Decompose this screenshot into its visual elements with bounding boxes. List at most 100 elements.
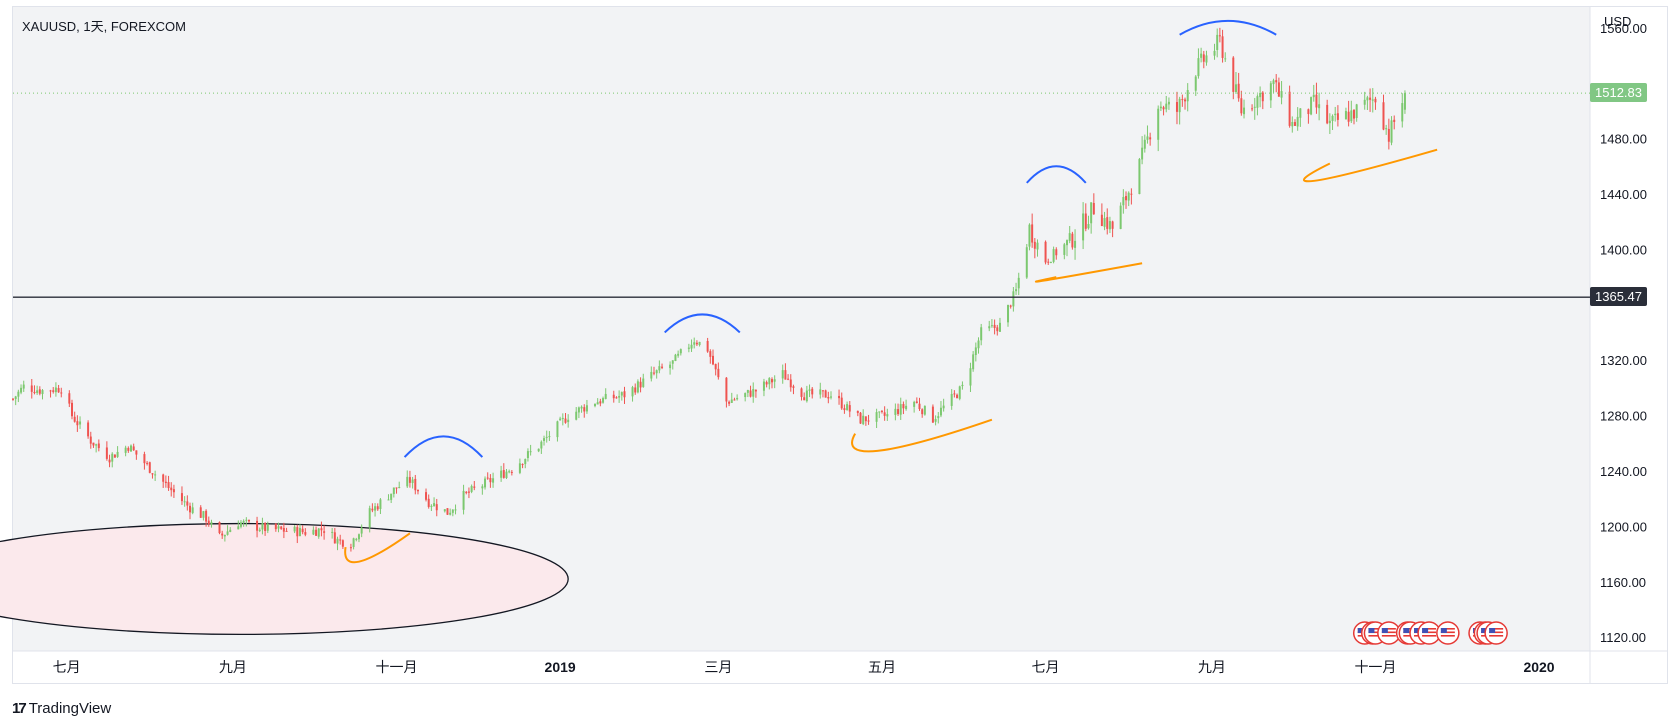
candle	[1122, 196, 1125, 206]
candle	[1307, 109, 1310, 115]
candle	[336, 538, 339, 544]
candle	[618, 395, 621, 398]
candle	[934, 419, 937, 422]
candle	[293, 526, 296, 532]
hline-price-tag[interactable]: 1365.47	[1590, 287, 1647, 307]
candle	[1127, 192, 1130, 201]
candle	[510, 471, 513, 473]
candle	[915, 401, 918, 404]
candle	[524, 459, 527, 465]
candle	[473, 486, 476, 488]
candle	[111, 453, 114, 462]
candle	[631, 387, 634, 397]
candle	[1181, 99, 1184, 101]
candle	[1138, 159, 1141, 195]
candle	[73, 416, 76, 422]
candle	[518, 463, 521, 473]
candle	[1334, 113, 1337, 116]
candle	[274, 523, 277, 530]
candle	[1310, 97, 1313, 115]
candle	[484, 478, 487, 488]
candle	[1393, 119, 1396, 122]
candle	[567, 419, 570, 423]
candle	[36, 390, 39, 393]
candle	[151, 473, 154, 475]
candle	[341, 540, 344, 547]
candle	[416, 489, 419, 492]
candle	[1277, 82, 1280, 97]
candle	[752, 389, 755, 397]
candle	[172, 489, 175, 493]
candle	[505, 471, 508, 478]
candle	[980, 327, 983, 341]
candle	[706, 340, 709, 352]
candle	[1100, 214, 1103, 227]
candle	[97, 443, 100, 449]
candle	[1366, 97, 1369, 101]
candle	[433, 503, 436, 507]
us-flag-icon[interactable]	[1377, 621, 1401, 645]
candle	[1205, 55, 1208, 63]
candle	[620, 392, 623, 396]
candle	[296, 527, 299, 537]
candle	[575, 411, 578, 420]
candle	[1141, 147, 1144, 160]
candle	[392, 487, 395, 495]
candle	[89, 436, 92, 444]
flag-stripe	[1489, 631, 1504, 634]
candle	[30, 385, 33, 392]
candle	[977, 340, 980, 349]
flag-canton	[1381, 628, 1388, 633]
x-tick-label: 七月	[1032, 659, 1060, 675]
us-flag-icon[interactable]	[1417, 621, 1441, 645]
candle	[226, 531, 229, 535]
symbol-title: XAUUSD, 1天, FOREXCOM	[22, 19, 186, 34]
candle	[1033, 241, 1036, 249]
blue-arc	[1026, 165, 1087, 184]
candle	[76, 421, 79, 426]
candle	[725, 377, 728, 402]
candle	[690, 344, 693, 349]
candle	[1363, 99, 1366, 105]
candle	[1237, 83, 1240, 99]
candle	[1213, 50, 1216, 56]
candle	[803, 397, 806, 401]
candle	[687, 347, 690, 349]
candle	[652, 372, 655, 374]
us-flag-icon[interactable]	[1436, 621, 1460, 645]
flag-canton	[1422, 628, 1429, 633]
candle	[60, 392, 63, 394]
y-tick-label: 1160.00	[1600, 575, 1646, 590]
candle	[958, 386, 961, 399]
candle	[470, 486, 473, 492]
candle	[593, 404, 596, 407]
candle	[301, 528, 304, 533]
candle	[556, 421, 559, 438]
candle	[1184, 99, 1187, 102]
candle	[210, 522, 213, 525]
tradingview-logo[interactable]: 17 TradingView	[12, 700, 111, 717]
x-tick-label: 2020	[1523, 659, 1554, 675]
candle	[1401, 103, 1404, 122]
candle	[264, 523, 267, 531]
x-tick-label: 五月	[868, 659, 896, 675]
candle	[1234, 84, 1237, 93]
tradingview-logo-icon: 17	[12, 700, 27, 717]
candle	[808, 389, 811, 391]
candle	[864, 416, 867, 422]
candle	[902, 404, 905, 409]
candle	[1009, 305, 1012, 307]
currency-label: USD	[1604, 14, 1632, 29]
y-tick-label: 1480.00	[1600, 132, 1647, 147]
candle	[261, 523, 264, 530]
candle	[492, 478, 495, 483]
candle	[561, 417, 564, 420]
candle	[277, 526, 280, 529]
candle	[749, 390, 752, 397]
candle	[848, 405, 851, 412]
candle	[1130, 193, 1133, 195]
us-flag-icon[interactable]	[1484, 621, 1508, 645]
flag-stripe	[1440, 631, 1455, 634]
candle	[671, 360, 674, 364]
